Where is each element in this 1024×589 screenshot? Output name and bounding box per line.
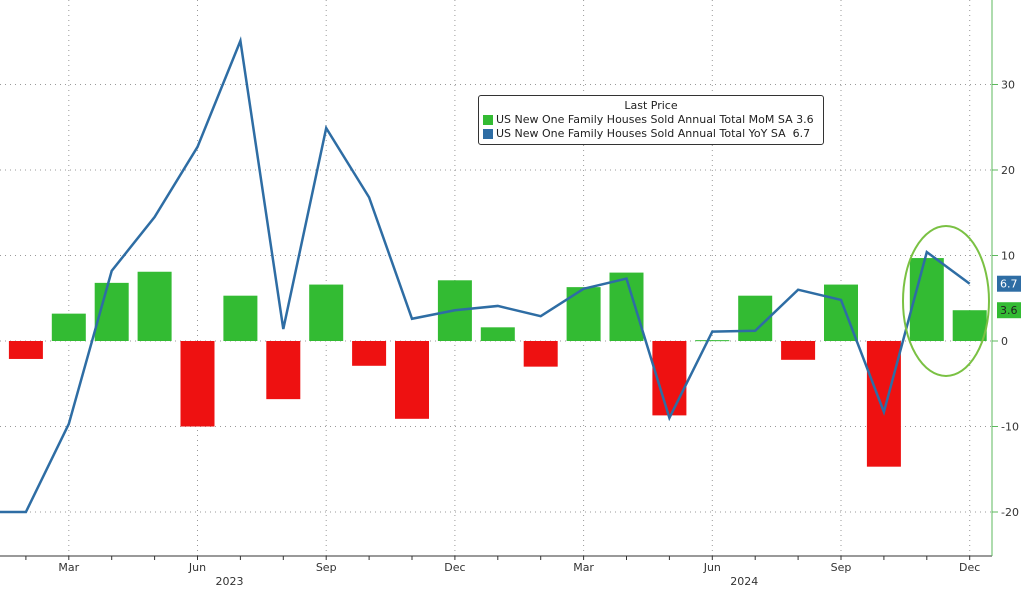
last-value-badge <box>997 302 1021 319</box>
bar-mom <box>866 341 901 467</box>
legend-swatch-mom <box>483 115 493 125</box>
bar-mom <box>309 284 344 341</box>
y-tick-label: 0 <box>1001 335 1008 348</box>
bar-mom <box>8 341 43 359</box>
legend-label-yoy: US New One Family Houses Sold Annual Tot… <box>496 127 786 140</box>
y-tick-label: 20 <box>1001 164 1015 177</box>
bar-mom <box>352 341 387 366</box>
x-tick-label: Sep <box>316 561 337 574</box>
bar-mom <box>523 341 558 367</box>
legend-swatch-yoy <box>483 129 493 139</box>
x-tick-label: Jun <box>703 561 721 574</box>
bar-mom <box>395 341 429 419</box>
y-tick-label: -20 <box>1001 506 1019 519</box>
x-tick-label: Sep <box>831 561 852 574</box>
x-tick-label: Mar <box>58 561 79 574</box>
bar-mom <box>695 340 730 342</box>
last-value-label: 3.6 <box>1000 304 1018 317</box>
legend: Last Price US New One Family Houses Sold… <box>478 95 824 145</box>
y-tick-label: 30 <box>1001 79 1015 92</box>
last-value-label: 6.7 <box>1000 278 1018 291</box>
legend-entry-yoy: US New One Family Houses Sold Annual Tot… <box>483 127 819 141</box>
bar-mom <box>781 341 816 360</box>
legend-title: Last Price <box>624 99 678 112</box>
x-tick-label: Dec <box>959 561 980 574</box>
bar-mom <box>609 272 644 341</box>
bar-mom <box>180 341 215 427</box>
y-tick-label: -10 <box>1001 421 1019 434</box>
legend-entry-mom: US New One Family Houses Sold Annual Tot… <box>483 113 819 127</box>
y-tick-label: 10 <box>1001 250 1015 263</box>
line-yoy <box>0 36 971 514</box>
bar-mom <box>137 271 172 341</box>
year-label: 2023 <box>216 575 244 588</box>
bar-mom <box>266 341 301 400</box>
bar-mom <box>223 295 258 341</box>
annotation-ellipse <box>902 225 990 377</box>
bar-mom <box>909 258 944 341</box>
bar-mom <box>51 313 86 341</box>
legend-label-mom: US New One Family Houses Sold Annual Tot… <box>496 113 793 126</box>
x-tick-label: Dec <box>444 561 465 574</box>
last-value-badge <box>997 275 1021 292</box>
legend-value-yoy: 6.7 <box>792 127 811 140</box>
bar-mom <box>952 310 987 341</box>
legend-value-mom: 3.6 <box>796 113 814 126</box>
x-tick-label: Mar <box>573 561 594 574</box>
bar-mom <box>480 327 515 341</box>
x-tick-label: Jun <box>188 561 206 574</box>
year-label: 2024 <box>730 575 758 588</box>
